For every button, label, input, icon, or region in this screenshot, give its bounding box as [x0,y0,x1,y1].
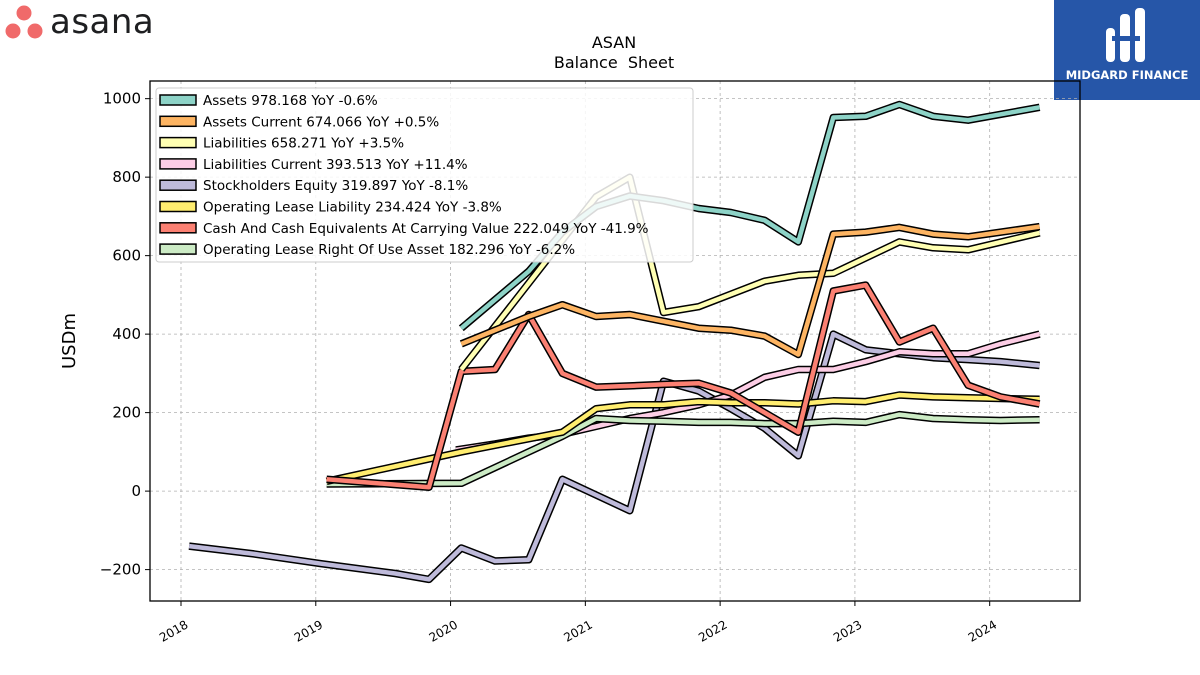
chart-subtitle: Balance Sheet [554,53,674,72]
asana-dots-icon [5,5,43,39]
x-tick-label: 2019 [292,617,325,644]
legend-label: Cash And Cash Equivalents At Carrying Va… [203,221,649,237]
x-tick-label: 2024 [966,617,999,644]
legend-label: Operating Lease Right Of Use Asset 182.2… [203,242,575,258]
legend-label: Liabilities 658.271 YoY +3.5% [203,136,404,152]
y-tick-label: 400 [112,325,141,343]
chart-title: ASAN [592,33,636,52]
x-tick-label: 2018 [157,617,190,644]
x-tick-label: 2020 [427,617,460,644]
legend-swatch [159,136,197,149]
series-assets-current [459,222,1041,359]
legend-entry-stockholders-equity: Stockholders Equity 319.897 YoY -8.1% [159,178,468,194]
legend-label: Assets Current 674.066 YoY +0.5% [203,114,439,130]
asana-wordmark: asana [50,2,155,42]
legend-swatch [159,158,197,170]
legend-entry-assets-current: Assets Current 674.066 YoY +0.5% [159,114,439,130]
x-tick-label: 2023 [831,617,864,644]
series-cash-and-cash-equivalents-at-carrying-value [326,281,1041,491]
y-tick-label: 0 [131,482,141,500]
legend-label: Assets 978.168 YoY -0.6% [203,93,378,109]
plot-frame [149,80,1081,602]
legend-box [155,87,694,263]
series-stockholders-equity [188,330,1040,584]
x-tick-label: 2021 [561,617,594,644]
legend-entry-liabilities: Liabilities 658.271 YoY +3.5% [159,136,404,152]
series-line-stockholders-equity [188,331,1040,582]
midgard-emblem-icon [1106,8,1145,62]
legend-entry-assets: Assets 978.168 YoY -0.6% [159,93,378,109]
legend-label: Stockholders Equity 319.897 YoY -8.1% [203,178,468,194]
legend-swatch [159,222,197,234]
y-tick-label: −200 [100,561,141,579]
y-tick-label: 600 [112,247,141,265]
legend-entry-cash-and-cash-equivalents-at-carrying-value: Cash And Cash Equivalents At Carrying Va… [159,221,649,237]
y-axis: −200 0 200 400 600 800 1000 [100,90,150,579]
legend-entry-operating-lease-right-of-use-asset: Operating Lease Right Of Use Asset 182.2… [159,242,575,258]
legend-swatch [159,179,197,191]
legend-swatch [159,115,197,128]
y-tick-label: 200 [112,404,141,422]
legend-swatch [159,200,197,213]
series-operating-lease-liability [325,391,1040,485]
y-tick-label: 800 [112,168,141,186]
y-axis-label: USDm [59,313,80,369]
legend-swatch [159,94,197,106]
series-line-operating-lease-liability [326,392,1040,484]
asana-logo: asana [0,0,200,48]
series-line-assets-current [460,224,1040,357]
series-operating-lease-right-of-use-asset [326,410,1040,488]
legend-label: Liabilities Current 393.513 YoY +11.4% [203,157,468,173]
legend-entry-liabilities-current: Liabilities Current 393.513 YoY +11.4% [159,157,468,173]
legend-swatch [159,243,197,255]
midgard-finance-badge: MIDGARD FINANCE [1054,0,1200,100]
midgard-finance-label: MIDGARD FINANCE [1065,68,1189,82]
series-line-operating-lease-right-of-use-asset [326,412,1040,487]
y-tick-label: 1000 [103,90,141,108]
x-tick-label: 2022 [696,617,729,644]
legend-entry-operating-lease-liability: Operating Lease Liability 234.424 YoY -3… [159,200,502,216]
series-outline-stockholders-equity [188,330,1040,584]
series-line-cash-and-cash-equivalents-at-carrying-value [326,282,1041,490]
legend: Assets 978.168 YoY -0.6% Assets Current 6… [155,87,694,263]
legend-label: Operating Lease Liability 234.424 YoY -3… [203,200,502,216]
x-axis: 2018 2019 2020 2021 2022 2023 2024 [157,601,999,645]
